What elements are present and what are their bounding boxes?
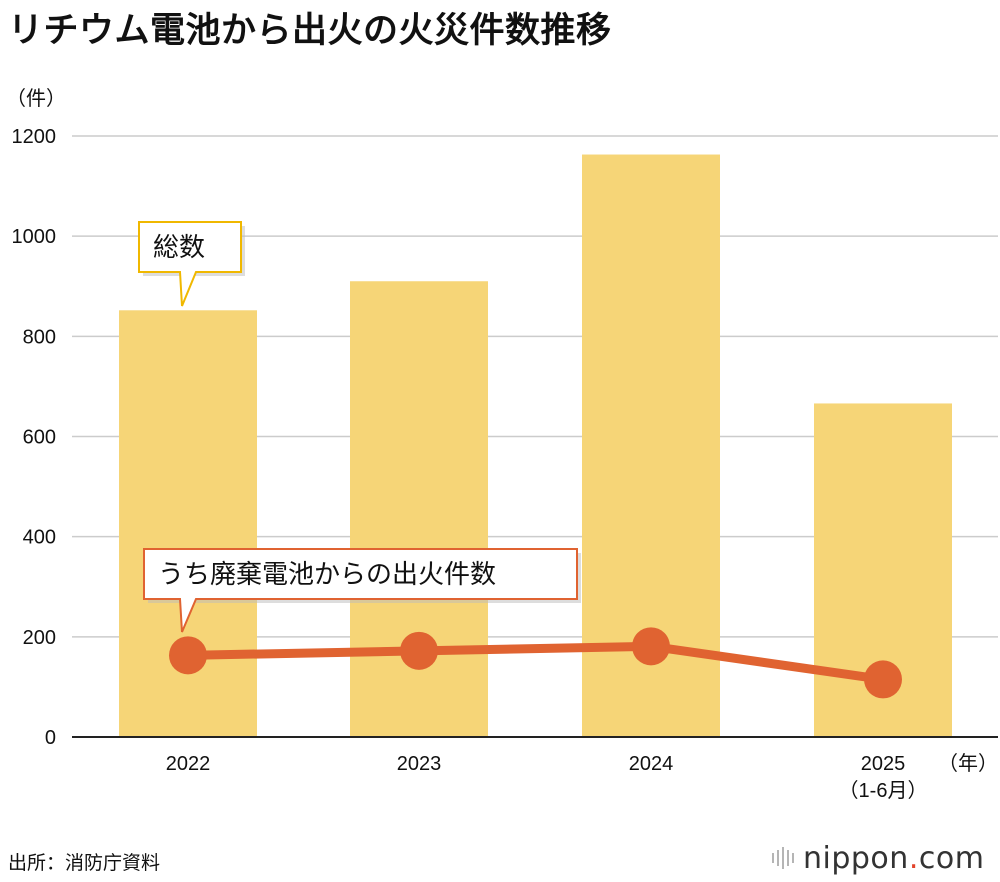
waste-callout-box <box>143 548 578 633</box>
x-tick-label: 2022 <box>166 753 211 775</box>
line-point-2022 <box>169 636 207 675</box>
x-axis-unit: （年） <box>938 752 998 775</box>
x-tick-label: 2023 <box>397 753 442 775</box>
line-point-2023 <box>400 631 438 670</box>
logo-wordmark: nippon.com <box>803 840 985 876</box>
chart-area: 0 200 400 600 800 1000 1200 2022 2023 2024 2025 （1-… <box>12 126 998 802</box>
x-tick-sublabel: （1-6月） <box>839 779 928 802</box>
line-point-2025 <box>864 660 902 699</box>
y-tick-label: 600 <box>23 427 56 449</box>
line-series <box>169 627 902 699</box>
y-tick-label: 1200 <box>12 126 57 148</box>
chart-title: リチウム電池から出火の火災件数推移 <box>8 11 612 51</box>
waste-callout: うち廃棄電池からの出火件数 <box>143 548 581 633</box>
line-point-2024 <box>632 627 670 666</box>
y-tick-label: 800 <box>23 326 56 348</box>
nippon-logo[interactable]: nippon.com <box>772 838 996 878</box>
source-note: 出所：消防庁資料 <box>8 852 161 874</box>
logo-mark-icon <box>772 847 794 869</box>
y-tick-label: 400 <box>23 527 56 549</box>
x-tick-label: 2024 <box>629 753 674 775</box>
axes: 0 200 400 600 800 1000 1200 2022 2023 2024 2025 （1-… <box>12 126 998 802</box>
x-tick-label: 2025 <box>861 753 906 775</box>
y-tick-label: 200 <box>23 627 56 649</box>
waste-callout-label: うち廃棄電池からの出火件数 <box>158 560 496 590</box>
total-callout-label: 総数 <box>153 233 205 263</box>
y-tick-label: 1000 <box>12 226 57 248</box>
total-callout-box <box>138 221 242 307</box>
line-series-path <box>183 641 888 684</box>
y-tick-label: 0 <box>45 727 56 749</box>
y-axis-unit: （件） <box>6 86 66 110</box>
total-callout: 総数 <box>138 221 245 307</box>
